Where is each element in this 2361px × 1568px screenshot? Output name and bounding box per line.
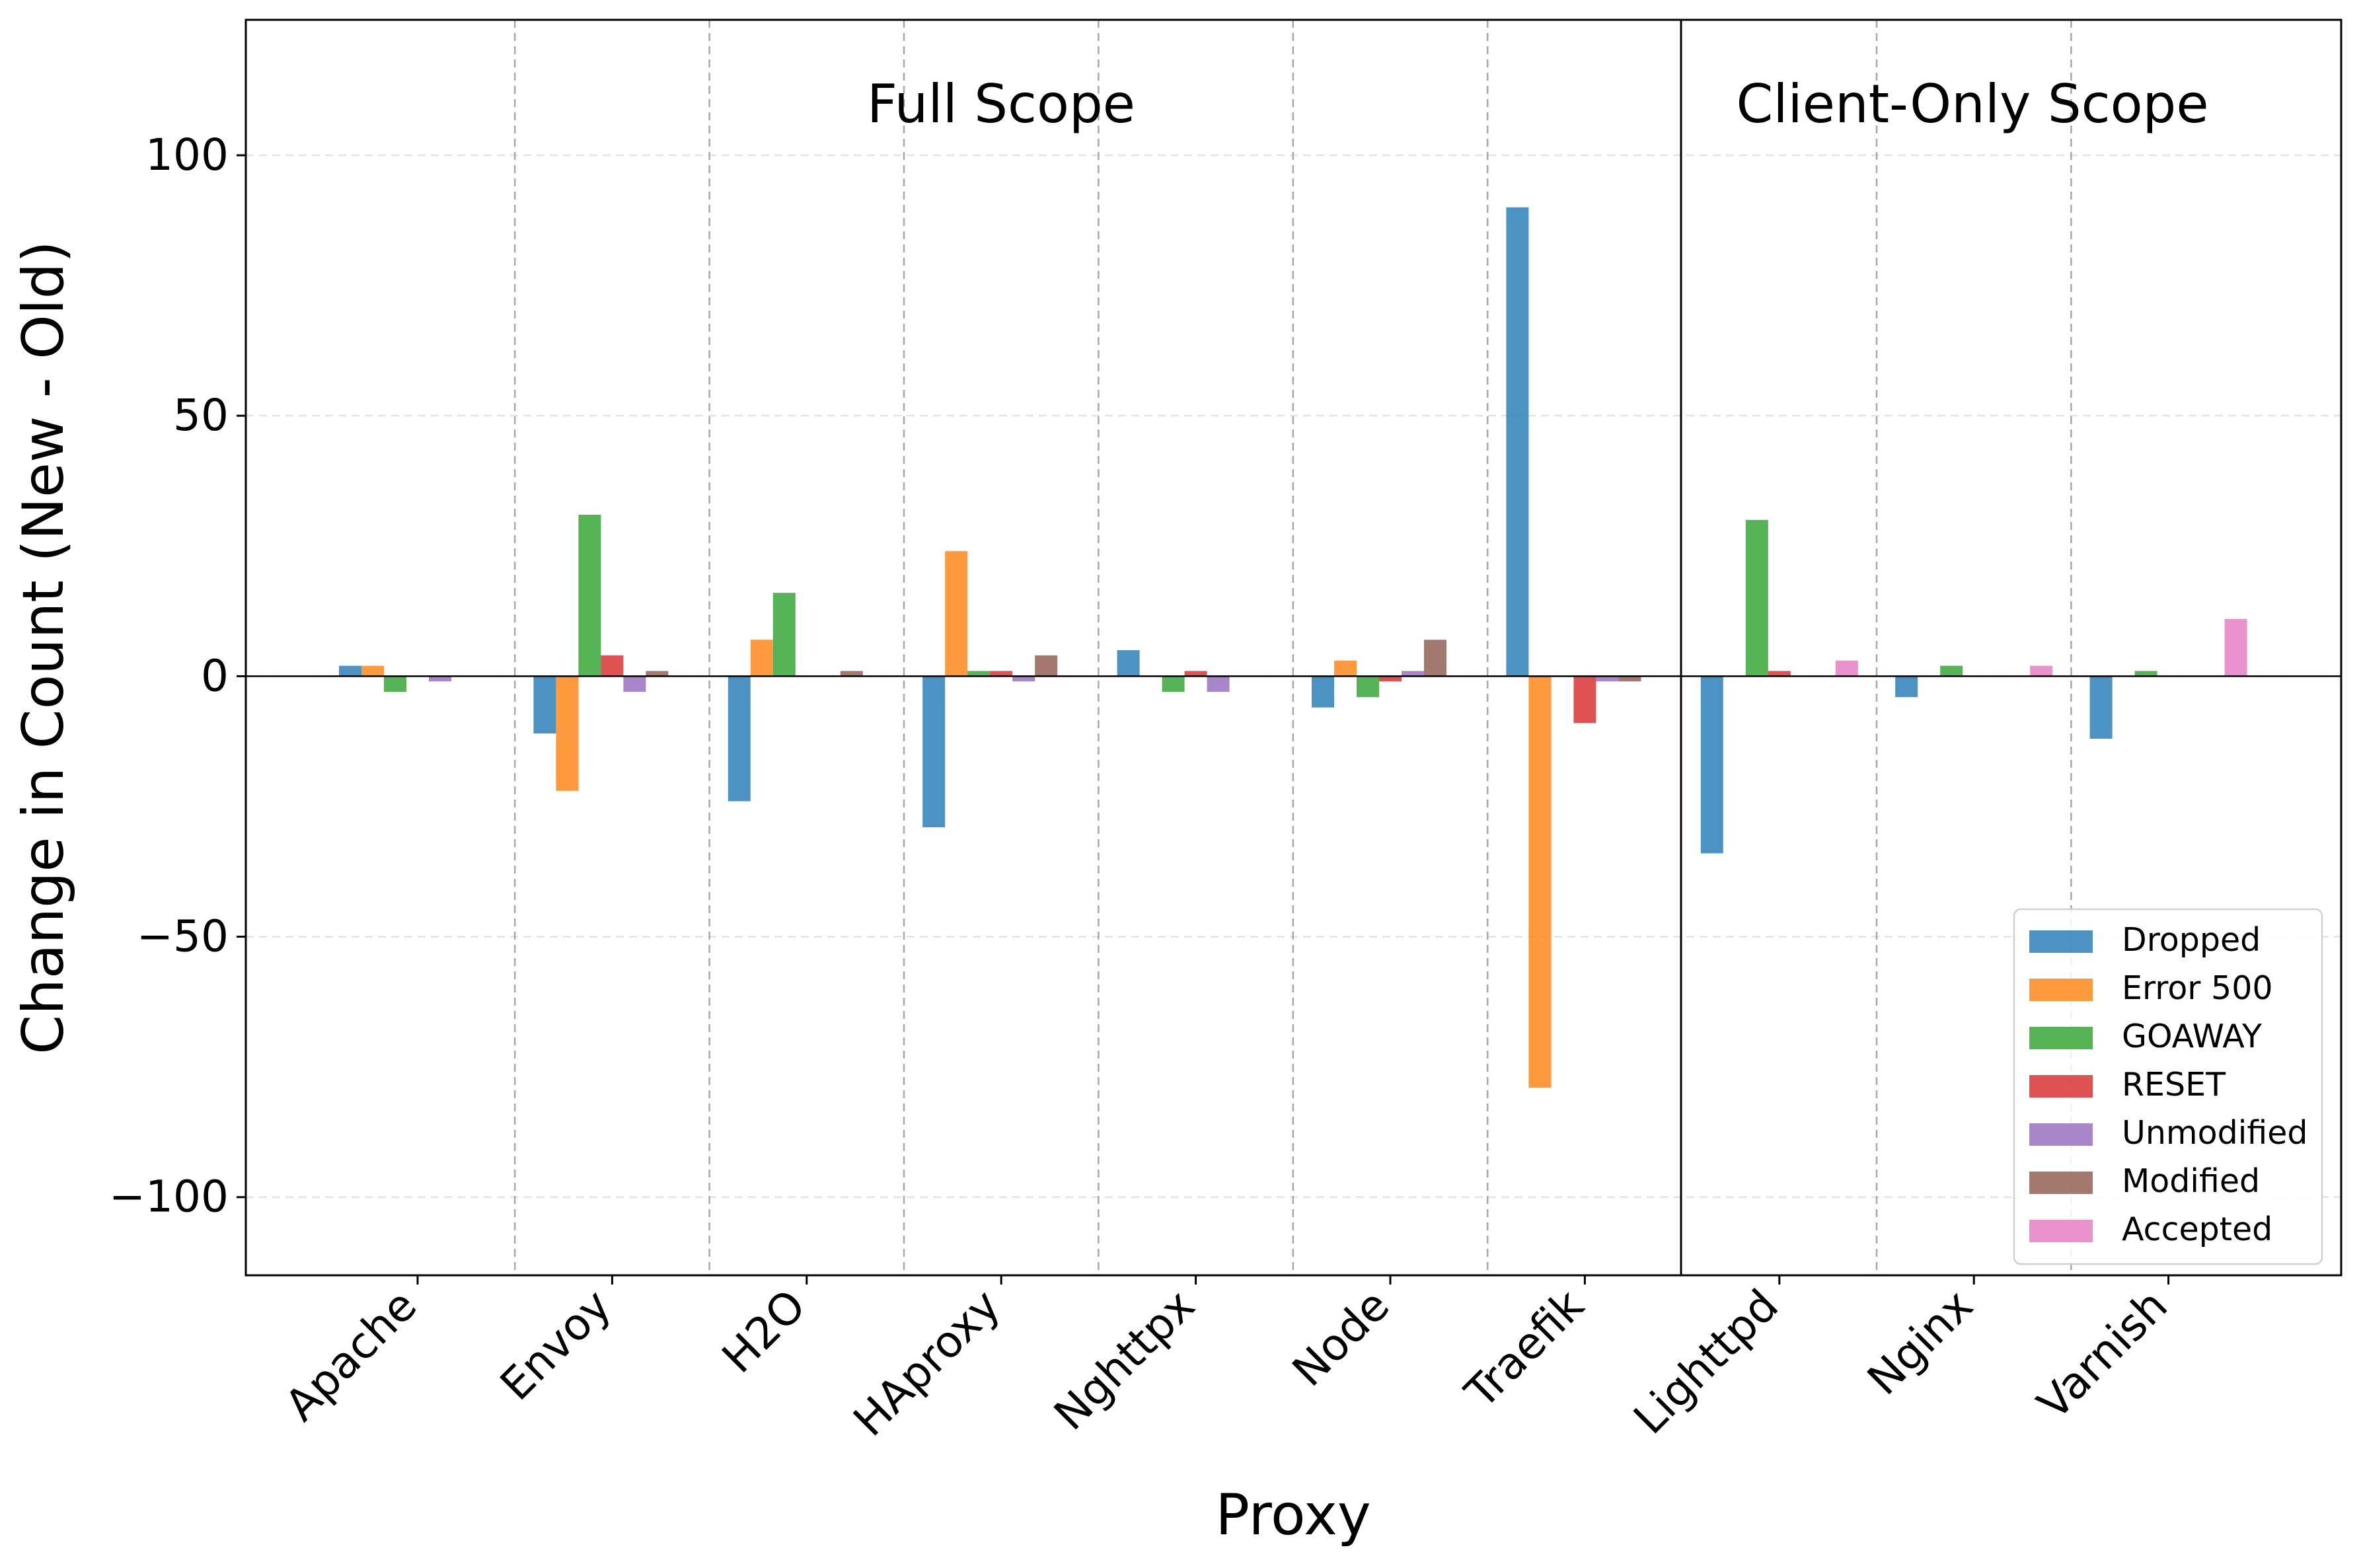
bar-reset-node	[1379, 676, 1402, 682]
bar-goaway-apache	[384, 676, 406, 692]
bar-dropped-apache	[339, 665, 361, 677]
bar-dropped-node	[1312, 676, 1334, 708]
bar-modified-h2o	[840, 671, 863, 677]
group-title-client-only-scope: Client-Only Scope	[1736, 73, 2208, 135]
bar-unmodified-apache	[429, 676, 451, 682]
y-axis-title: Change in Count (New - Old)	[11, 241, 77, 1055]
bar-goaway-haproxy	[967, 671, 991, 677]
bar-dropped-traefik	[1506, 207, 1529, 677]
legend: Dropped Error 500 GOAWAY RESET Unmodified Mod…	[2013, 908, 2323, 1265]
bar-goaway-node	[1357, 676, 1379, 697]
bar-reset-haproxy	[990, 671, 1013, 677]
bar-reset-lighttpd	[1768, 671, 1791, 677]
bar-reset-traefik	[1573, 676, 1596, 724]
bar-error-500-haproxy	[945, 551, 968, 677]
bar-dropped-nginx	[1895, 676, 1918, 697]
bar-dropped-nghttpx	[1117, 650, 1140, 677]
y-tick-label: 100	[145, 130, 229, 180]
y-tick-label: 0	[201, 650, 229, 701]
legend-label-goaway: GOAWAY	[2122, 1018, 2263, 1055]
bar-unmodified-nghttpx	[1207, 676, 1230, 692]
bar-error-500-traefik	[1528, 676, 1552, 1088]
legend-label-unmodified: Unmodified	[2122, 1114, 2307, 1152]
bar-reset-nghttpx	[1184, 671, 1207, 677]
y-tick-label: −100	[109, 1172, 229, 1222]
legend-label-error-500: Error 500	[2122, 969, 2273, 1007]
bar-error-500-h2o	[750, 640, 773, 677]
legend-label-reset: RESET	[2122, 1066, 2226, 1103]
legend-label-accepted: Accepted	[2122, 1211, 2272, 1248]
bar-goaway-lighttpd	[1745, 519, 1768, 677]
bar-modified-node	[1424, 640, 1446, 677]
bar-modified-traefik	[1618, 676, 1641, 682]
bar-error-500-node	[1334, 660, 1357, 677]
plot-frame	[244, 19, 2342, 1277]
legend-swatch-modified	[2029, 1172, 2093, 1194]
legend-swatch-accepted	[2029, 1220, 2093, 1242]
bar-accepted-varnish	[2224, 618, 2247, 677]
bar-error-500-envoy	[556, 676, 579, 791]
bar-goaway-nginx	[1940, 665, 1963, 677]
legend-swatch-dropped	[2029, 930, 2093, 953]
ticks-layer	[237, 154, 2170, 1285]
bar-modified-haproxy	[1035, 655, 1058, 677]
legend-swatch-unmodified	[2029, 1123, 2093, 1146]
legend-swatch-reset	[2029, 1075, 2093, 1098]
bar-dropped-haproxy	[922, 676, 946, 827]
legend-swatch-goaway	[2029, 1027, 2093, 1049]
bar-goaway-nghttpx	[1162, 676, 1185, 692]
bars-layer	[339, 207, 2247, 1088]
group-title-full-scope: Full Scope	[867, 73, 1135, 135]
bar-unmodified-envoy	[623, 676, 646, 692]
y-tick-label: 50	[173, 390, 229, 441]
bar-unmodified-node	[1402, 671, 1424, 677]
bar-modified-envoy	[646, 671, 669, 677]
bar-goaway-envoy	[578, 514, 601, 677]
bar-dropped-envoy	[533, 676, 556, 734]
bar-error-500-apache	[361, 665, 384, 677]
x-axis-title: Proxy	[1215, 1482, 1371, 1548]
bar-unmodified-haproxy	[1012, 676, 1035, 682]
bar-unmodified-traefik	[1596, 676, 1619, 682]
bar-dropped-varnish	[2089, 676, 2113, 739]
legend-swatch-error-500	[2029, 979, 2093, 1001]
bar-dropped-lighttpd	[1700, 676, 1723, 854]
bar-accepted-nginx	[2030, 665, 2053, 677]
y-tick-label: −50	[137, 911, 229, 962]
lines-layer	[244, 19, 2342, 1277]
bar-reset-envoy	[601, 655, 624, 677]
legend-label-dropped: Dropped	[2122, 921, 2261, 959]
bar-dropped-h2o	[728, 676, 751, 802]
bar-goaway-h2o	[772, 593, 796, 677]
bar-accepted-lighttpd	[1835, 660, 1858, 677]
bar-goaway-varnish	[2134, 671, 2157, 677]
legend-label-modified: Modified	[2122, 1162, 2260, 1200]
